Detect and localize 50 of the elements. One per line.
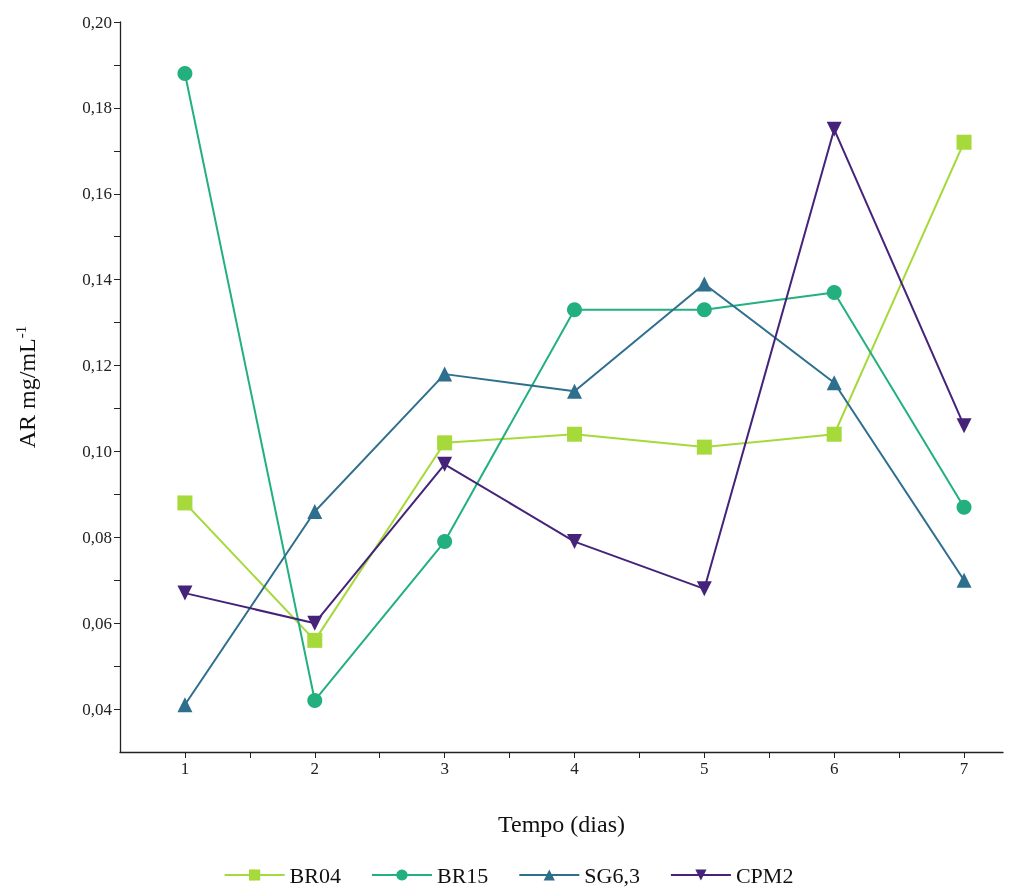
- point: [437, 366, 453, 382]
- x-tick-label: 5: [700, 759, 709, 778]
- point: [696, 581, 712, 597]
- x-tick-label: 4: [570, 759, 580, 778]
- y-tick-label: 0,14: [82, 270, 113, 290]
- y-tick-label: 0,06: [82, 613, 112, 633]
- point: [566, 534, 582, 550]
- x-tick-label: 6: [829, 759, 839, 778]
- point: [437, 534, 453, 550]
- point: [696, 439, 712, 455]
- x-tick-label: 3: [440, 759, 449, 778]
- point: [177, 66, 193, 82]
- y-tick-label: 0,08: [82, 527, 112, 547]
- point: [956, 134, 972, 150]
- point: [826, 121, 842, 137]
- point: [307, 692, 323, 708]
- point: [307, 615, 323, 631]
- point: [177, 585, 193, 601]
- point: [177, 495, 193, 511]
- point: [826, 426, 842, 442]
- legend-label: BR15: [436, 862, 489, 888]
- y-tick-label: 0,18: [82, 98, 112, 118]
- point: [826, 375, 842, 391]
- point: [956, 572, 972, 588]
- x-axis-title: Tempo (dias): [498, 811, 625, 837]
- legend-label: BR04: [289, 862, 341, 888]
- y-tick-label: 0,16: [82, 184, 112, 204]
- point: [437, 435, 453, 451]
- legend-label: SG6,3: [584, 862, 640, 888]
- point: [956, 499, 972, 515]
- y-axis-title: AR mg/mL-1: [12, 325, 40, 449]
- y-tick-label: 0,12: [82, 356, 112, 376]
- x-tick-label: 1: [180, 759, 190, 778]
- point: [566, 383, 582, 399]
- point: [696, 276, 712, 292]
- x-tick-label: 7: [959, 759, 969, 778]
- point: [307, 504, 323, 520]
- legend-label: CPM2: [735, 862, 794, 888]
- point: [307, 632, 323, 648]
- point: [566, 426, 582, 442]
- y-tick-label: 0,10: [82, 441, 112, 461]
- y-tick-label: 0,04: [82, 699, 113, 719]
- point: [696, 302, 712, 318]
- point: [826, 285, 842, 301]
- y-tick-label: 0,20: [82, 12, 112, 32]
- point: [437, 456, 453, 472]
- point: [177, 697, 193, 713]
- point: [567, 302, 582, 318]
- x-tick-label: 2: [310, 759, 320, 778]
- point: [956, 418, 972, 434]
